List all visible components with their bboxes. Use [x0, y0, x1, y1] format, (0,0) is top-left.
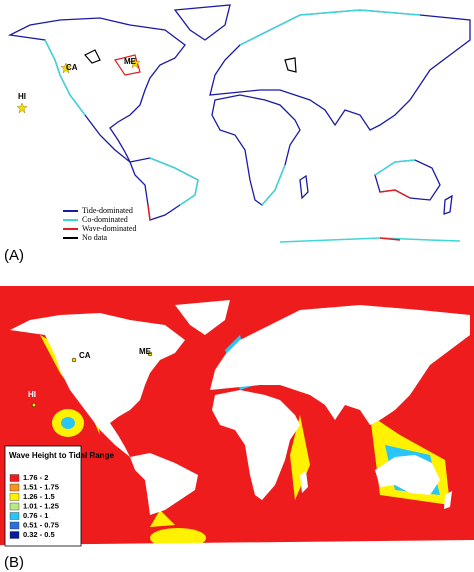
site-marker [71, 357, 77, 363]
panel-b-map [0, 300, 474, 555]
legend-label: Co-dominated [82, 215, 128, 224]
legend-label: 0.51 - 0.75 [23, 520, 59, 529]
site-label: ME [139, 347, 152, 356]
legend-a: Tide-dominatedCo-dominatedWave-dominated… [63, 206, 136, 242]
legend-swatch [9, 521, 20, 530]
site-marker [147, 351, 153, 357]
site-marker [31, 402, 37, 408]
panel-label: (A) [4, 247, 24, 264]
legend-label: 1.76 - 2 [23, 473, 48, 482]
site-marker [129, 57, 141, 69]
legend-label: 0.76 - 1 [23, 511, 48, 520]
sites-a: HI CA ME [16, 57, 141, 114]
site-label: CA [66, 63, 78, 72]
legend-label: Tide-dominated [82, 206, 133, 215]
site-label: HI [18, 92, 26, 101]
site-label: CA [79, 351, 91, 360]
panel-a-map [9, 4, 471, 243]
site-label: HI [28, 390, 36, 399]
legend-label: No data [82, 233, 108, 242]
legend-title: Wave Height to Tidal Range [9, 451, 114, 460]
legend-label: 1.01 - 1.25 [23, 501, 59, 510]
legend-swatch [9, 493, 20, 501]
legend-swatch [9, 502, 20, 511]
legend-swatch [9, 474, 20, 482]
legend-swatch [9, 483, 20, 492]
legend-b-items: 1.76 - 21.51 - 1.751.26 - 1.51.01 - 1.25… [9, 473, 59, 539]
legend-swatch [9, 512, 20, 520]
legend-swatch [9, 531, 20, 539]
legend-label: Wave-dominated [82, 224, 136, 233]
sites-b: HI CA ME [28, 347, 153, 408]
site-marker [60, 62, 72, 74]
panel-label: (B) [4, 554, 24, 571]
legend-label: 1.51 - 1.75 [23, 482, 59, 491]
site-marker [16, 102, 28, 114]
site-label: ME [124, 57, 137, 66]
legend-label: 0.32 - 0.5 [23, 530, 55, 539]
legend-label: 1.26 - 1.5 [23, 492, 55, 501]
